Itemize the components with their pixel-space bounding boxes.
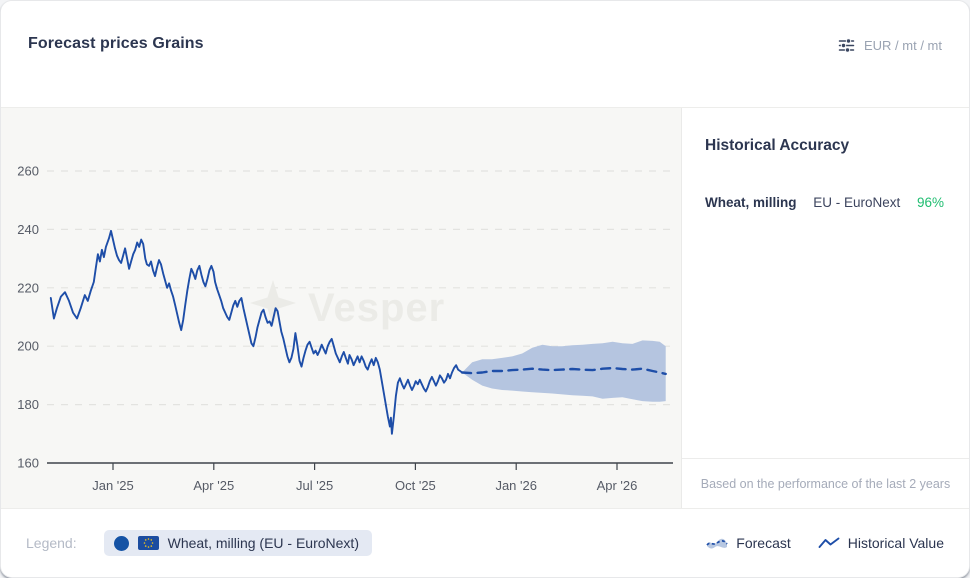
svg-text:Oct '25: Oct '25 — [395, 478, 436, 493]
svg-text:180: 180 — [17, 397, 39, 412]
unit-label: EUR / mt / mt — [864, 38, 942, 53]
svg-text:260: 260 — [17, 164, 39, 179]
svg-text:240: 240 — [17, 222, 39, 237]
accuracy-content: Historical Accuracy Wheat, milling EU - … — [682, 108, 969, 458]
svg-text:Apr '26: Apr '26 — [597, 478, 638, 493]
historical-value-toggle[interactable]: Historical Value — [818, 535, 944, 551]
svg-text:160: 160 — [17, 456, 39, 471]
forecast-legend-icon — [706, 535, 728, 551]
svg-text:Jan '26: Jan '26 — [495, 478, 537, 493]
accuracy-row: Wheat, milling EU - EuroNext 96% — [705, 195, 944, 210]
series-pill-label: Wheat, milling (EU - EuroNext) — [167, 535, 359, 551]
legend-toggles: Forecast Historical Value — [706, 535, 944, 551]
accuracy-title: Historical Accuracy — [705, 137, 850, 154]
forecast-toggle-label: Forecast — [736, 535, 791, 551]
svg-text:Jan '25: Jan '25 — [92, 478, 134, 493]
svg-text:Apr '25: Apr '25 — [193, 478, 234, 493]
historical-legend-icon — [818, 535, 840, 551]
accuracy-product: Wheat, milling — [705, 195, 797, 210]
page-title: Forecast prices Grains — [28, 35, 204, 52]
price-chart[interactable]: Vesper 260 240 220 200 180 160 Jan '25 Apr '25 J… — [1, 108, 681, 508]
legend-label: Legend: — [26, 535, 77, 551]
sliders-icon — [838, 37, 855, 54]
accuracy-panel: Historical Accuracy Wheat, milling EU - … — [681, 108, 969, 508]
svg-text:Jul '25: Jul '25 — [296, 478, 333, 493]
vesper-watermark: Vesper — [250, 280, 445, 330]
series-pill-wheat-milling[interactable]: Wheat, milling (EU - EuroNext) — [103, 530, 372, 556]
eu-flag-icon — [137, 536, 159, 550]
svg-text:220: 220 — [17, 280, 39, 295]
series-dot — [113, 535, 129, 551]
forecast-toggle[interactable]: Forecast — [706, 535, 791, 551]
accuracy-market: EU - EuroNext — [813, 195, 901, 210]
main-area: Vesper 260 240 220 200 180 160 Jan '25 Apr '25 J… — [1, 108, 969, 508]
svg-text:200: 200 — [17, 339, 39, 354]
historical-toggle-label: Historical Value — [847, 535, 944, 551]
card-header: Forecast prices Grains EUR / mt / m — [1, 1, 969, 108]
legend-bar: Legend: Wheat, milling (EU - EuroNext) — [1, 508, 969, 577]
unit-selector[interactable]: EUR / mt / mt — [838, 37, 942, 54]
accuracy-value: 96% — [916, 195, 944, 210]
chart-panel: Vesper 260 240 220 200 180 160 Jan '25 Apr '25 J… — [1, 108, 681, 508]
accuracy-footnote: Based on the performance of the last 2 y… — [682, 458, 969, 508]
watermark-text: Vesper — [308, 286, 445, 330]
